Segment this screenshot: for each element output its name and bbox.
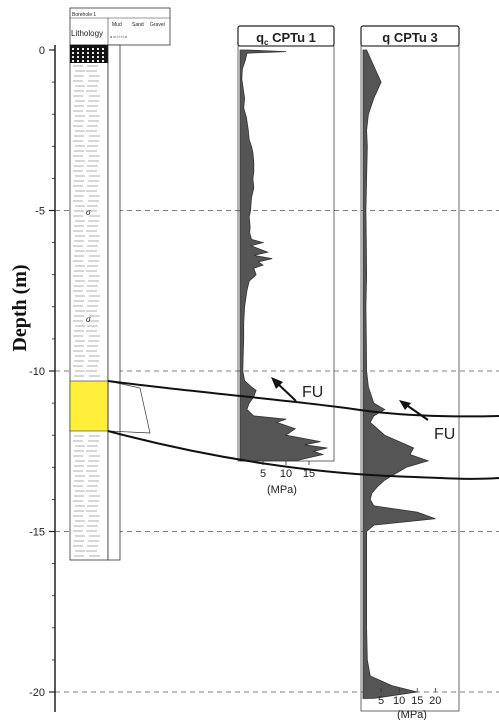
depth-tick-label: -15	[29, 527, 45, 539]
gravel-dot	[76, 47, 80, 51]
gravel-dot	[101, 47, 105, 51]
gravel-dot	[81, 55, 85, 59]
gravel-dot	[91, 47, 95, 51]
fu1-arrow-icon	[271, 377, 283, 389]
gravel-dot	[96, 47, 100, 51]
cptu1-panel: qc CPTu 1 5 10 15 (MPa)	[237, 25, 335, 496]
gravel-dot	[96, 51, 100, 55]
gravel-dot	[96, 55, 100, 59]
gravel-dot	[76, 59, 80, 63]
cptu3-panel: q CPTu 3 5 10 15 20 (MPa)	[360, 25, 460, 720]
cptu3-frame	[360, 45, 460, 712]
x-tick-label: 10	[393, 695, 405, 707]
gravel-dot	[86, 59, 90, 63]
depth-tick-label: -10	[29, 366, 45, 378]
gravel-dot	[91, 55, 95, 59]
shell-symbol-2: σ	[86, 315, 92, 324]
grain-size-column	[107, 44, 121, 561]
grain-scale-ticks: o o l l l l o	[110, 34, 128, 39]
depth-axis-label: Depth (m)	[9, 264, 31, 351]
gravel-dot	[71, 47, 75, 51]
depth-gridlines	[55, 210, 499, 693]
sand-layer	[69, 380, 109, 432]
depth-tick-label: 0	[39, 45, 45, 57]
gravel-dot	[86, 47, 90, 51]
x-tick-label: 5	[260, 468, 266, 480]
sand-top-correlation-line	[107, 380, 499, 418]
lithology-column	[69, 44, 109, 561]
gravel-dot	[71, 51, 75, 55]
gravel-dot	[91, 51, 95, 55]
x-tick-label: 20	[429, 695, 441, 707]
lithology-label: Lithology	[71, 29, 103, 38]
gravel-dot	[76, 51, 80, 55]
gravel-dot	[81, 59, 85, 63]
gravel-dot	[96, 59, 100, 63]
gravel-dot	[81, 51, 85, 55]
cptu1-x-label: (MPa)	[267, 484, 297, 496]
grain-header-mud: Mud	[112, 22, 122, 28]
gravel-pattern	[71, 47, 105, 63]
gravel-dot	[81, 47, 85, 51]
fu1-label: FU	[302, 384, 323, 401]
cptu3-q-profile	[362, 49, 436, 699]
depth-axis-ticks: 0 -5 -10 -15 -20	[29, 45, 55, 699]
gravel-dot	[71, 59, 75, 63]
gravel-dot	[76, 55, 80, 59]
sand-base-correlation-line	[107, 430, 499, 480]
x-tick-label: 5	[378, 695, 384, 707]
cptu1-qc-profile	[239, 49, 328, 462]
borehole-log: Borehole 1 Lithology Mud Sand Gravel o o…	[69, 7, 171, 561]
gravel-dot	[86, 51, 90, 55]
fu-annotation-2: FU	[399, 400, 455, 443]
gravel-dot	[86, 55, 90, 59]
x-tick-label: 15	[303, 468, 315, 480]
depth-tick-label: -20	[29, 687, 45, 699]
fu-annotation-1: FU	[271, 377, 323, 402]
cptu3-x-label: (MPa)	[397, 709, 427, 720]
gravel-dot	[101, 51, 105, 55]
mud-hatching	[73, 65, 100, 557]
fu2-arrow-line	[404, 403, 429, 421]
sand-grain-profile	[107, 380, 151, 434]
shell-symbol-1: σ	[86, 208, 92, 217]
grain-header-sand: Sand	[132, 22, 144, 28]
fu2-label: FU	[434, 426, 455, 443]
x-tick-label: 15	[411, 695, 423, 707]
gravel-dot	[71, 55, 75, 59]
grain-header-gravel: Gravel	[150, 22, 165, 28]
cptu1-x-ticks: 5 10 15	[260, 461, 315, 480]
gravel-dot	[101, 59, 105, 63]
cptu3-title: q CPTu 3	[382, 30, 437, 45]
fu2-arrow-icon	[399, 400, 411, 410]
borehole-title: Borehole 1	[72, 12, 96, 18]
depth-tick-label: -5	[35, 206, 45, 218]
gravel-dot	[101, 55, 105, 59]
cptu3-x-ticks: 5 10 15 20	[378, 688, 441, 707]
x-tick-label: 10	[280, 468, 292, 480]
gravel-dot	[91, 59, 95, 63]
cptu1-title: qc CPTu 1	[256, 30, 316, 47]
